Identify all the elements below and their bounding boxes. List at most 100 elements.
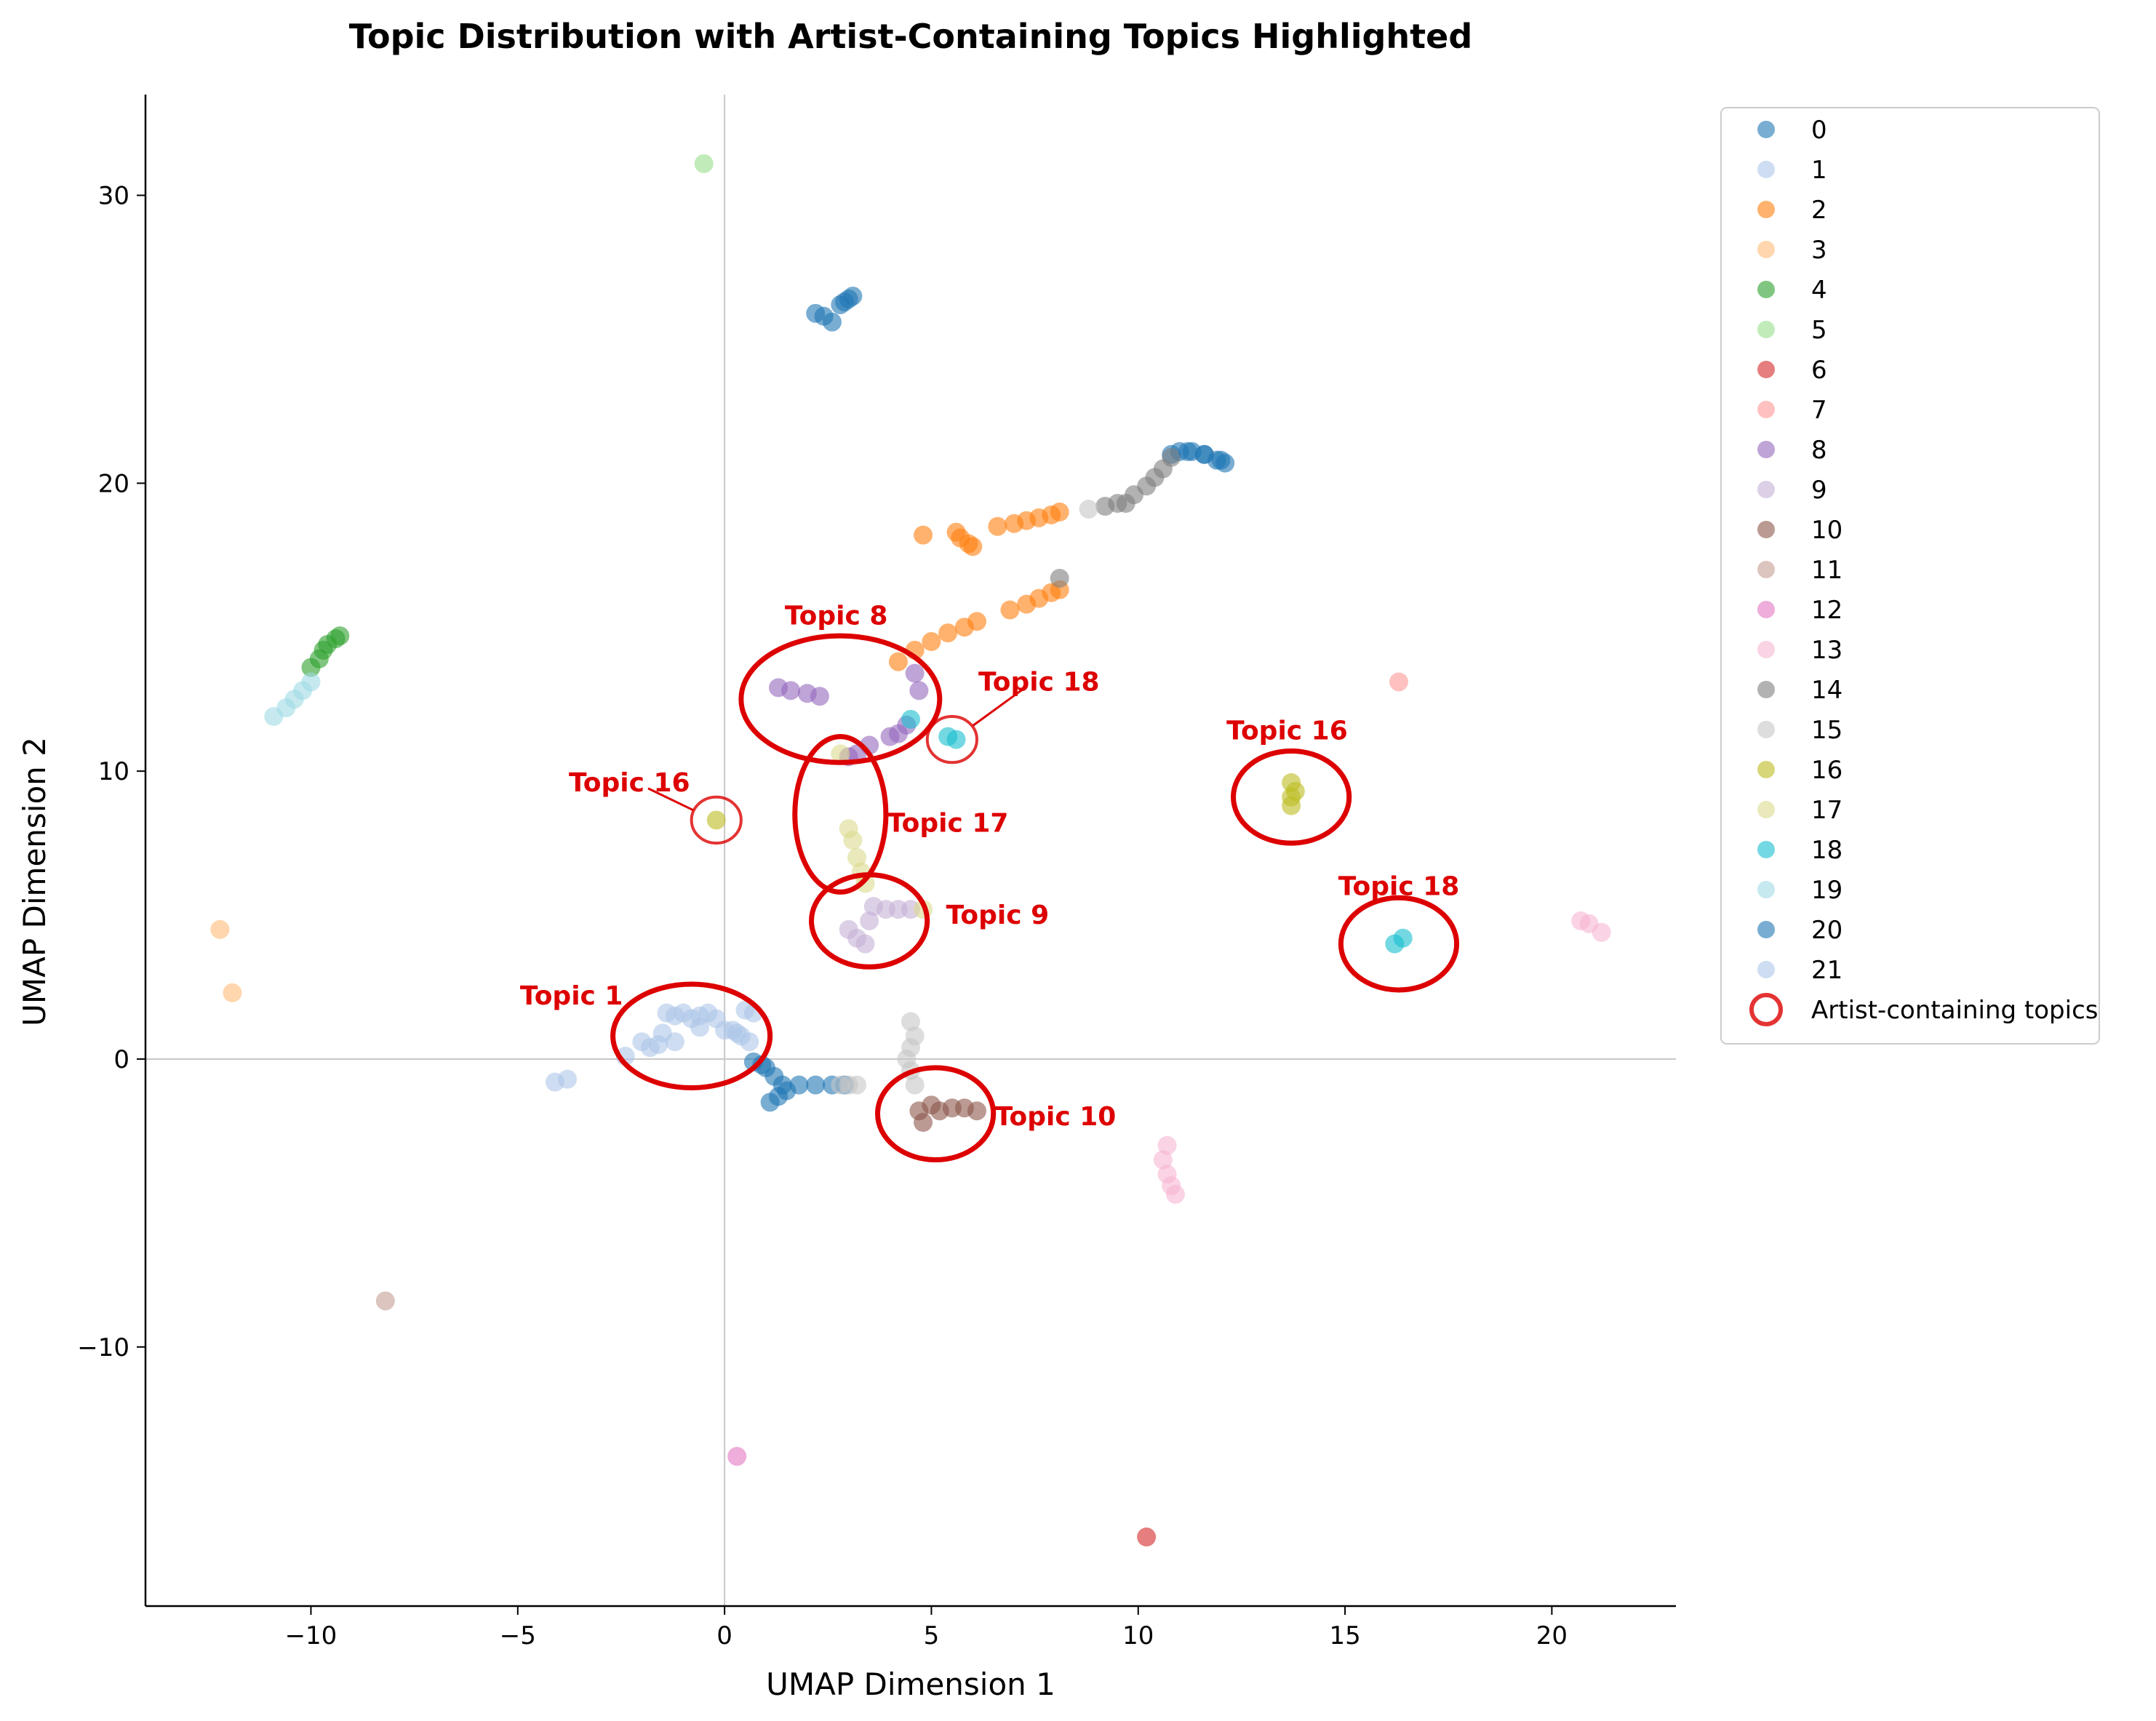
data-point	[706, 810, 726, 830]
legend-box	[1720, 107, 2100, 1045]
x-tick-label: 20	[1536, 1621, 1568, 1650]
legend-marker	[1757, 801, 1775, 818]
annotation-label: Topic 18	[1338, 871, 1460, 901]
legend-label: 15	[1811, 716, 1842, 745]
data-point	[1000, 600, 1020, 620]
data-point	[789, 1075, 809, 1095]
data-point	[690, 1018, 709, 1037]
data-point	[1393, 928, 1413, 948]
data-point	[1165, 1184, 1185, 1204]
data-point	[967, 612, 986, 631]
series-18	[901, 709, 1413, 954]
data-point	[888, 652, 908, 671]
x-tick-label: −5	[500, 1621, 536, 1650]
data-point	[909, 681, 929, 700]
legend-marker	[1757, 241, 1775, 258]
legend-label: 1	[1811, 156, 1827, 185]
data-point	[223, 983, 242, 1002]
series-3	[210, 919, 242, 1002]
data-point	[665, 1032, 684, 1052]
legend-marker	[1757, 641, 1775, 658]
legend-label: 4	[1811, 276, 1827, 305]
series-15	[831, 499, 1098, 1095]
legend-marker	[1757, 321, 1775, 338]
legend-marker	[1757, 361, 1775, 378]
annotation-label: Topic 17	[887, 808, 1009, 838]
annotation-label: Topic 16	[569, 768, 690, 798]
data-point	[905, 1075, 925, 1095]
y-tick-label: 30	[98, 182, 129, 211]
data-point	[1178, 442, 1197, 461]
legend-highlight-label: Artist-containing topics	[1811, 996, 2099, 1025]
chart-title: Topic Distribution with Artist-Containin…	[349, 17, 1473, 56]
y-tick-label: 10	[98, 757, 129, 786]
series-10	[909, 1095, 986, 1133]
series-7	[1389, 672, 1409, 692]
data-point	[822, 312, 842, 332]
series-6	[1137, 1528, 1157, 1547]
series-2	[888, 502, 1069, 671]
annotation-topic-17: Topic 17	[792, 734, 1009, 895]
data-point	[901, 709, 920, 729]
legend-label: 3	[1811, 236, 1827, 265]
legend-label: 0	[1811, 116, 1827, 145]
highlight-ellipse	[1338, 895, 1460, 993]
series-14	[1050, 447, 1181, 588]
y-tick-label: 20	[98, 469, 129, 498]
series-5	[694, 153, 714, 173]
series-11	[375, 1291, 395, 1311]
annotation-topic-16: Topic 16	[1226, 716, 1352, 846]
data-point	[727, 1023, 747, 1043]
highlight-ellipse	[809, 872, 930, 970]
annotation-label: Topic 1	[520, 981, 623, 1011]
legend-marker	[1757, 961, 1775, 978]
data-point	[963, 537, 983, 556]
data-point	[914, 1113, 933, 1133]
annotation-topic-8: Topic 8	[738, 601, 943, 765]
data-point	[657, 1003, 676, 1023]
data-point	[810, 687, 829, 706]
legend-marker	[1757, 521, 1775, 538]
series-13	[1153, 911, 1611, 1204]
data-point	[843, 831, 863, 850]
data-point	[946, 522, 966, 542]
data-point	[922, 632, 941, 652]
series-12	[727, 1447, 747, 1466]
legend-marker	[1757, 761, 1775, 778]
y-tick-label: 0	[113, 1045, 129, 1074]
legend-marker	[1757, 561, 1775, 578]
legend-label: 14	[1811, 676, 1842, 705]
data-point	[649, 1035, 668, 1055]
data-point	[1137, 1528, 1157, 1547]
annotation-leader-line	[972, 689, 1023, 727]
annotation-label: Topic 18	[978, 667, 1100, 697]
data-point	[938, 623, 958, 643]
y-axis-label: UMAP Dimension 2	[17, 737, 52, 1026]
highlight-ellipse	[738, 633, 943, 765]
highlight-ellipse	[925, 714, 978, 764]
data-point	[855, 874, 875, 893]
legend-label: 13	[1811, 636, 1842, 665]
annotation-topic-18: Topic 18	[1338, 871, 1460, 993]
legend-marker	[1757, 721, 1775, 738]
data-point	[1211, 450, 1231, 470]
highlight-ellipse	[792, 734, 889, 895]
legend-label: 10	[1811, 516, 1842, 545]
data-point	[210, 919, 230, 939]
data-point	[727, 1447, 747, 1466]
data-point	[1389, 672, 1409, 692]
highlight-ellipse	[875, 1065, 997, 1162]
axes: −10 −5 0 5 10 15 20 −10 0 10 20 30	[77, 95, 1676, 1650]
data-point	[1079, 499, 1098, 519]
legend-marker	[1757, 841, 1775, 858]
legend: 0123456789101112131415161718192021Artist…	[1720, 107, 2100, 1045]
data-point	[988, 516, 1007, 536]
data-point	[847, 1075, 867, 1095]
data-point	[1050, 502, 1069, 522]
legend-label: 12	[1811, 596, 1842, 625]
data-point	[301, 672, 321, 692]
annotation-topic-18: Topic 18	[925, 667, 1100, 764]
legend-marker	[1757, 881, 1775, 898]
